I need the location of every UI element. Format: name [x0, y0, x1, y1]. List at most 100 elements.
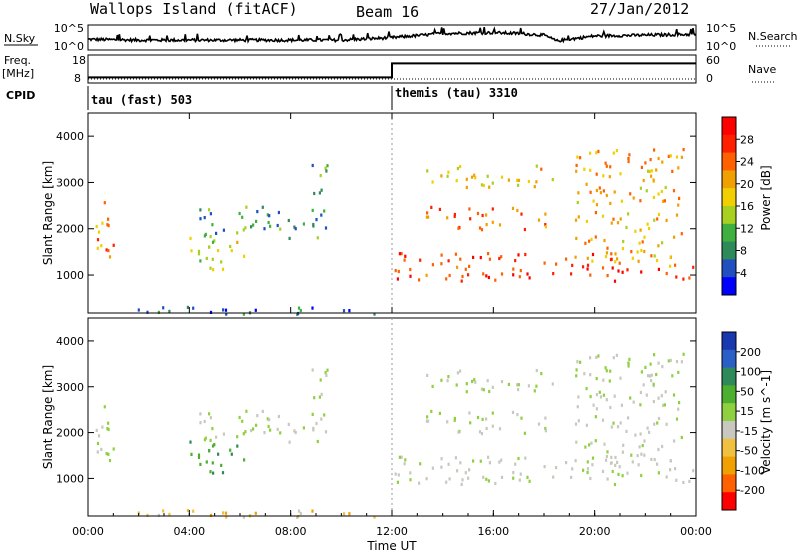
data-cell: [616, 425, 620, 429]
power-scatter: [95, 148, 695, 316]
colorbar-swatch: [722, 170, 736, 189]
data-cell: [242, 432, 245, 436]
data-cell: [409, 274, 412, 278]
data-cell: [647, 374, 650, 378]
data-cell: [613, 190, 616, 194]
data-cell: [318, 191, 321, 195]
data-cell: [398, 455, 401, 459]
data-cell: [586, 467, 590, 471]
data-cell: [511, 410, 515, 414]
data-cell: [589, 395, 592, 399]
data-cell: [213, 239, 216, 243]
data-cell: [617, 269, 620, 273]
data-cell: [311, 208, 314, 212]
data-cell: [498, 223, 502, 227]
data-cell: [465, 390, 468, 394]
data-cell: [189, 440, 192, 444]
data-cell: [612, 217, 615, 221]
data-cell: [535, 180, 538, 184]
colorbar-tick-label: -50: [740, 445, 758, 458]
data-cell: [605, 369, 608, 373]
data-cell: [621, 450, 624, 454]
data-cell: [440, 378, 443, 382]
data-cell: [431, 384, 434, 388]
data-cell: [209, 470, 212, 474]
data-cell: [650, 254, 653, 258]
cpid-segment-label-1: tau (fast) 503: [91, 93, 192, 107]
data-cell: [157, 513, 160, 517]
velocity-colorbar-label: Velocity [m s^-1]: [759, 370, 773, 474]
data-cell: [186, 508, 189, 513]
data-cell: [478, 226, 482, 230]
data-cell: [535, 384, 538, 388]
data-cell: [595, 172, 598, 176]
data-cell: [197, 252, 201, 256]
data-cell: [242, 228, 245, 232]
data-cell: [455, 383, 458, 387]
data-cell: [669, 459, 672, 463]
data-cell: [465, 382, 468, 386]
data-cell: [302, 222, 305, 226]
xtick-label: 16:00: [477, 525, 509, 538]
data-cell: [199, 421, 202, 425]
data-cell: [106, 427, 109, 431]
data-cell: [447, 462, 450, 466]
data-cell: [675, 213, 679, 217]
data-cell: [488, 257, 491, 261]
data-cell: [97, 230, 101, 234]
data-cell: [594, 439, 597, 443]
data-cell: [468, 468, 471, 472]
data-cell: [440, 262, 443, 266]
data-cell: [101, 425, 104, 429]
freq-tick-top: 18: [72, 54, 86, 67]
velocity-scatter: [95, 352, 695, 519]
data-cell: [208, 449, 211, 453]
data-cell: [208, 412, 211, 416]
data-cell: [543, 261, 546, 265]
noise-right-tick-top: 10^5: [706, 22, 736, 35]
data-cell: [602, 378, 605, 382]
data-cell: [507, 178, 510, 182]
data-cell: [459, 461, 462, 465]
data-cell: [373, 312, 376, 316]
data-cell: [479, 459, 482, 463]
data-cell: [222, 511, 225, 515]
data-cell: [517, 388, 520, 392]
data-cell: [243, 254, 246, 258]
data-cell: [565, 461, 568, 465]
data-cell: [586, 460, 589, 464]
data-cell: [675, 360, 679, 364]
data-cell: [575, 374, 578, 378]
data-cell: [638, 445, 641, 449]
noise-search-label: N.Search: [748, 30, 798, 43]
data-cell: [650, 379, 653, 383]
data-cell: [431, 263, 434, 267]
data-cell: [576, 405, 579, 409]
data-cell: [648, 374, 651, 378]
data-cell: [594, 415, 597, 419]
data-cell: [101, 221, 104, 225]
data-cell: [488, 389, 491, 394]
data-cell: [517, 183, 520, 187]
data-cell: [254, 511, 257, 515]
data-cell: [419, 462, 422, 466]
data-cell: [107, 217, 110, 221]
data-cell: [197, 455, 201, 459]
data-cell: [243, 458, 246, 462]
data-cell: [241, 215, 244, 219]
data-cell: [647, 169, 650, 173]
data-cell: [418, 278, 421, 282]
data-cell: [634, 229, 637, 233]
data-cell: [487, 479, 490, 483]
data-cell: [221, 471, 225, 475]
data-cell: [199, 208, 202, 212]
data-cell: [215, 435, 218, 439]
data-cell: [461, 478, 464, 482]
data-cell: [267, 424, 270, 429]
data-cell: [107, 224, 110, 228]
data-cell: [609, 165, 612, 169]
data-cell: [680, 155, 683, 159]
data-cell: [671, 169, 674, 173]
data-cell: [657, 471, 660, 475]
data-cell: [627, 361, 630, 365]
